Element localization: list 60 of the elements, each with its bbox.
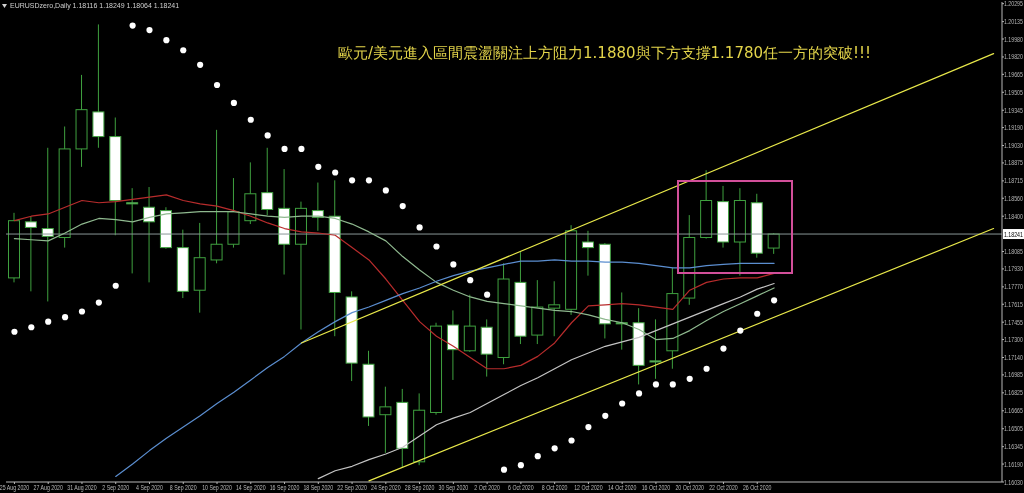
point — [315, 163, 322, 170]
line-series — [13, 194, 775, 370]
point — [568, 437, 575, 444]
point — [754, 310, 761, 317]
point — [45, 318, 52, 325]
point — [129, 22, 136, 29]
point — [433, 243, 440, 250]
point — [264, 132, 271, 139]
candlestick — [210, 129, 223, 264]
point — [720, 345, 727, 352]
line-series — [115, 259, 775, 477]
point — [95, 299, 102, 306]
point — [112, 282, 119, 289]
point — [332, 169, 339, 176]
point — [517, 462, 524, 469]
candlestick — [311, 182, 324, 232]
point — [686, 375, 693, 382]
point — [298, 145, 305, 152]
line-series — [317, 282, 775, 480]
point — [703, 365, 710, 372]
point — [180, 47, 187, 54]
point — [450, 261, 457, 268]
candlestick — [126, 187, 139, 274]
point — [28, 324, 35, 331]
point — [551, 445, 558, 452]
point — [399, 203, 406, 210]
candlestick — [548, 280, 561, 337]
point — [416, 224, 423, 231]
candlestick — [261, 147, 274, 216]
candlestick — [615, 291, 628, 351]
point — [484, 291, 491, 298]
point — [534, 453, 541, 460]
point — [365, 177, 373, 184]
point — [737, 327, 744, 334]
point — [11, 328, 18, 335]
point — [500, 466, 508, 473]
candlestick — [649, 318, 662, 380]
point — [467, 277, 474, 284]
point — [602, 412, 609, 419]
point — [669, 381, 676, 388]
point — [619, 400, 626, 407]
point — [230, 99, 237, 107]
point — [348, 177, 356, 184]
candlestick — [379, 386, 392, 454]
point — [247, 116, 254, 123]
point — [197, 61, 204, 68]
point — [585, 423, 592, 431]
point — [61, 314, 69, 321]
candlestick — [581, 230, 594, 277]
point — [281, 145, 288, 152]
point — [652, 381, 660, 388]
point — [382, 187, 389, 194]
point — [635, 390, 643, 397]
point — [163, 37, 170, 44]
point — [146, 26, 153, 34]
point — [213, 81, 221, 89]
annotation: 歐元/美元進入區間震盪關注上方阻力1.1880與下方支撐1.1780任一方的突破!!! — [338, 44, 872, 63]
point — [78, 308, 86, 315]
candlestick — [24, 215, 37, 292]
point — [771, 297, 778, 304]
